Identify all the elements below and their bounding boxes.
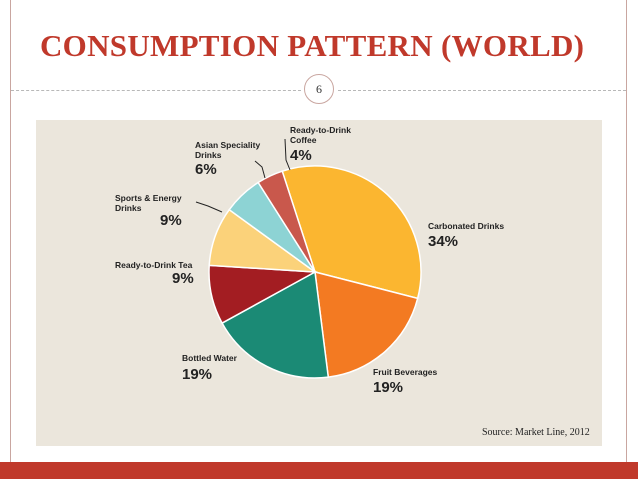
pie-slice-ready-to-drink-coffee (257, 170, 316, 273)
page-number: 6 (304, 74, 334, 104)
source-note: Source: Market Line, 2012 (482, 427, 590, 438)
slice-label-ready-to-drink-coffee: Coffee (290, 135, 317, 145)
leader-line (284, 138, 291, 171)
pie-slice-fruit-beverages (314, 270, 419, 379)
leader-line (254, 160, 266, 179)
slice-value-ready-to-drink-coffee: 4% (290, 147, 312, 164)
slice-value-fruit-beverages: 19% (373, 379, 403, 396)
slice-value-asian-speciality-drinks: 6% (195, 161, 217, 178)
slice-label-sports-energy-drinks: Sports & Energy (115, 193, 182, 203)
slice-label-bottled-water: Bottled Water (182, 353, 238, 363)
pie-slice-carbonated-drinks (281, 165, 422, 300)
slice-value-carbonated-drinks: 34% (428, 233, 458, 250)
slice-value-ready-to-drink-tea: 9% (172, 270, 194, 287)
slice-label-asian-speciality-drinks: Asian Speciality (195, 140, 260, 150)
slice-label-ready-to-drink-tea: Ready-to-Drink Tea (115, 260, 193, 270)
slide-frame (10, 0, 627, 462)
slide-title: CONSUMPTION PATTERN (WORLD) (40, 28, 585, 63)
slice-label-ready-to-drink-coffee: Ready-to-Drink (290, 125, 351, 135)
pie-slice-bottled-water (221, 270, 330, 379)
title-divider-right (338, 90, 626, 91)
footer-bar (0, 462, 638, 479)
slice-value-sports-energy-drinks: 9% (160, 212, 182, 229)
title-divider-left (11, 90, 301, 91)
leader-line (195, 201, 223, 213)
slice-label-carbonated-drinks: Carbonated Drinks (428, 221, 504, 231)
slice-value-bottled-water: 19% (182, 366, 212, 383)
slice-label-sports-energy-drinks: Drinks (115, 203, 142, 213)
slice-label-asian-speciality-drinks: Drinks (195, 150, 222, 160)
slice-label-fruit-beverages: Fruit Beverages (373, 367, 438, 377)
